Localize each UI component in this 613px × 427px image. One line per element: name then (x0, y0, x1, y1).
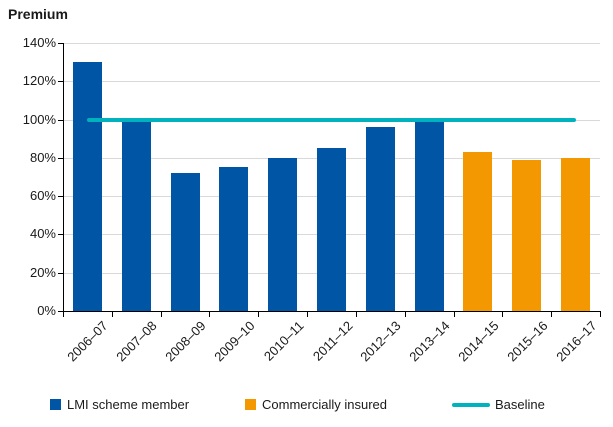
bar-2014–15 (463, 152, 493, 311)
x-axis-tick (600, 311, 601, 317)
bar-2013–14 (414, 121, 444, 311)
y-axis-tick (58, 119, 63, 121)
x-axis-tick (307, 311, 309, 317)
gridline (63, 81, 600, 83)
commercially-insured-swatch-icon (245, 399, 256, 410)
legend-label-lmi-scheme-member: LMI scheme member (67, 397, 190, 412)
y-axis-tick (58, 234, 63, 236)
y-axis-label: 40% (29, 226, 56, 242)
legend-item-lmi-scheme-member: LMI scheme member (50, 396, 189, 413)
bar-2011–12 (317, 148, 346, 311)
y-axis-label: 0% (37, 303, 56, 318)
bar-2008–09 (170, 173, 200, 311)
bar-2007–08 (121, 121, 151, 311)
gridline (63, 43, 600, 44)
x-axis-tick (551, 311, 553, 317)
y-axis-label: 80% (29, 149, 56, 165)
x-axis-tick (209, 311, 211, 317)
bar-2010–11 (268, 157, 298, 311)
y-axis-label: 20% (29, 264, 56, 280)
legend-item-commercially-insured: Commercially insured (245, 396, 387, 413)
lmi-scheme-member-swatch-icon (50, 399, 61, 410)
x-axis-tick (258, 311, 260, 317)
bar-2006–07 (72, 62, 102, 311)
y-axis-tick (58, 196, 63, 198)
legend-label-baseline: Baseline (495, 397, 545, 412)
x-axis-tick (404, 311, 406, 317)
y-axis-label: 120% (22, 73, 56, 89)
bar-2012–13 (365, 127, 395, 311)
legend-label-commercially-insured: Commercially insured (262, 397, 387, 412)
y-axis-tick (58, 157, 63, 159)
x-axis-tick (453, 311, 455, 317)
x-axis-tick (502, 311, 504, 317)
x-axis-tick (111, 311, 113, 317)
x-axis-tick (355, 311, 357, 317)
x-axis-tick (63, 311, 64, 317)
x-axis-tick (160, 311, 162, 317)
y-axis-label: 60% (29, 188, 56, 204)
bar-2009–10 (219, 167, 249, 311)
baseline-line (87, 117, 576, 122)
bar-2016–17 (561, 157, 591, 311)
y-axis-tick (58, 311, 63, 312)
chart-title: Premium (8, 6, 68, 22)
y-axis-label: 140% (22, 35, 56, 50)
x-axis-line (63, 311, 600, 312)
legend-item-baseline: Baseline (452, 396, 545, 413)
legend: LMI scheme member Commercially insured B… (0, 396, 613, 420)
bar-2015–16 (512, 159, 542, 311)
y-axis-line (63, 43, 64, 311)
y-axis-tick (58, 43, 63, 44)
y-axis-tick (58, 81, 63, 83)
y-axis-label: 100% (22, 111, 56, 127)
baseline-line-swatch-icon (452, 403, 490, 407)
y-axis-tick (58, 272, 63, 274)
